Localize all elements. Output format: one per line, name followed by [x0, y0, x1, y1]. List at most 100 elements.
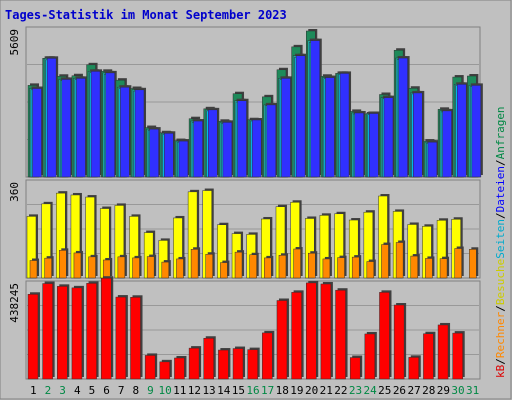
bar-dateien-day-27 [413, 90, 425, 178]
bar-rechner-day-17-face [264, 257, 272, 279]
x-label-day-26: 26 [393, 384, 406, 397]
x-label-day-14: 14 [217, 384, 231, 397]
bar-kb-day-15-face [232, 348, 244, 380]
bar-dateien-day-18 [281, 76, 293, 178]
x-label-day-1: 1 [30, 384, 37, 397]
bar-dateien-day-7 [120, 85, 132, 178]
bar-dateien-day-14-face [222, 122, 233, 178]
bar-dateien-day-25-face [383, 97, 394, 178]
bar-dateien-day-23 [354, 110, 366, 178]
bar-dateien-day-10 [164, 131, 176, 178]
bar-kb-day-20 [306, 280, 319, 380]
bar-rechner-day-25-face [381, 244, 389, 279]
bar-rechner-day-4 [73, 250, 83, 279]
bar-kb-day-8-face [130, 297, 141, 380]
bar-dateien-day-11-face [178, 140, 189, 178]
bar-dateien-day-2-face [46, 58, 57, 178]
x-label-day-27: 27 [407, 384, 420, 397]
bar-kb-day-1-face [27, 294, 39, 380]
bar-rechner-day-7 [117, 254, 127, 279]
bar-rechner-day-30 [454, 246, 464, 279]
bar-dateien-day-12-face [193, 120, 203, 178]
bar-dateien-day-19-face [295, 55, 306, 178]
bar-kb-day-15 [232, 346, 246, 380]
bar-rechner-day-29-face [439, 258, 448, 279]
bar-rechner-day-3 [59, 248, 69, 279]
bar-kb-day-19 [291, 290, 304, 380]
x-label-day-17: 17 [261, 384, 274, 397]
bar-kb-day-26 [393, 303, 407, 380]
bar-dateien-day-30-face [456, 84, 467, 178]
bar-rechner-day-19 [293, 247, 303, 279]
bar-dateien-day-13 [207, 107, 220, 178]
bar-kb-day-21-face [320, 283, 332, 380]
bar-dateien-day-1-face [32, 88, 42, 178]
bar-kb-day-7 [115, 295, 128, 380]
bar-dateien-day-22-face [339, 73, 350, 178]
bar-rechner-day-22-face [337, 257, 345, 279]
bar-dateien-day-2 [46, 56, 59, 178]
bar-kb-day-5 [86, 281, 99, 380]
bar-rechner-day-20 [308, 251, 318, 279]
x-label-day-29: 29 [437, 384, 450, 397]
bar-rechner-day-8-face [132, 257, 140, 279]
bar-kb-day-27 [408, 355, 421, 380]
bar-dateien-day-9-face [149, 128, 159, 178]
x-label-day-4: 4 [74, 384, 81, 397]
bar-rechner-day-8 [132, 255, 142, 279]
bar-dateien-day-8 [134, 87, 147, 178]
bar-dateien-day-6-face [105, 72, 115, 178]
x-label-day-2: 2 [45, 384, 52, 397]
x-label-day-13: 13 [202, 384, 215, 397]
bar-kb-day-13-face [203, 337, 214, 380]
bar-kb-day-29 [437, 322, 451, 380]
chart-title: Tages-Statistik im Monat September 2023 [5, 8, 287, 22]
bar-kb-day-2-face [42, 283, 53, 380]
bar-rechner-day-9 [146, 254, 157, 279]
x-label-day-10: 10 [159, 384, 172, 397]
bar-kb-day-28 [423, 331, 436, 380]
bar-rechner-day-20-face [308, 252, 316, 279]
bar-dateien-day-20 [310, 38, 322, 178]
bar-rechner-day-24-face [366, 261, 375, 279]
x-label-day-8: 8 [133, 384, 140, 397]
bar-dateien-day-23-face [354, 112, 364, 178]
bar-dateien-day-26 [398, 56, 410, 178]
x-label-day-15: 15 [232, 384, 245, 397]
bar-rechner-day-6-face [102, 259, 111, 279]
x-label-day-25: 25 [378, 384, 391, 397]
bar-kb-day-11 [174, 355, 187, 380]
bar-dateien-day-17-face [266, 104, 277, 178]
bar-kb-day-10 [159, 359, 172, 380]
bar-kb-day-21 [320, 281, 333, 380]
bar-kb-day-12-face [188, 347, 200, 380]
bar-kb-day-19-face [291, 292, 302, 380]
bar-dateien-day-10-face [164, 133, 174, 178]
x-label-day-23: 23 [349, 384, 362, 397]
bar-kb-day-25 [379, 290, 392, 380]
bar-kb-day-10-face [159, 361, 171, 380]
bar-kb-day-4 [71, 285, 84, 380]
bar-dateien-day-4-face [76, 78, 86, 178]
bar-rechner-day-27-face [410, 255, 419, 279]
bar-dateien-day-5 [90, 69, 103, 178]
bar-rechner-day-26 [395, 240, 406, 279]
bar-dateien-day-22 [339, 71, 352, 178]
legend-item-2: Rechner [494, 311, 507, 358]
bar-rechner-day-16 [249, 252, 259, 279]
bar-rechner-day-13-face [205, 253, 213, 279]
bar-kb-day-5-face [86, 283, 97, 380]
bar-rechner-day-30-face [454, 248, 462, 279]
legend-item-9: Anfragen [494, 106, 507, 159]
bar-kb-day-24-face [364, 333, 376, 380]
bar-kb-day-22-face [335, 289, 346, 380]
legend-item-4: Besuche [494, 259, 507, 305]
x-label-day-24: 24 [364, 384, 378, 397]
bar-kb-day-3 [57, 284, 70, 380]
bar-kb-day-12 [188, 346, 202, 380]
bar-kb-day-23-face [349, 357, 361, 380]
bar-dateien-day-17 [266, 102, 278, 178]
bar-kb-day-16 [247, 347, 260, 380]
